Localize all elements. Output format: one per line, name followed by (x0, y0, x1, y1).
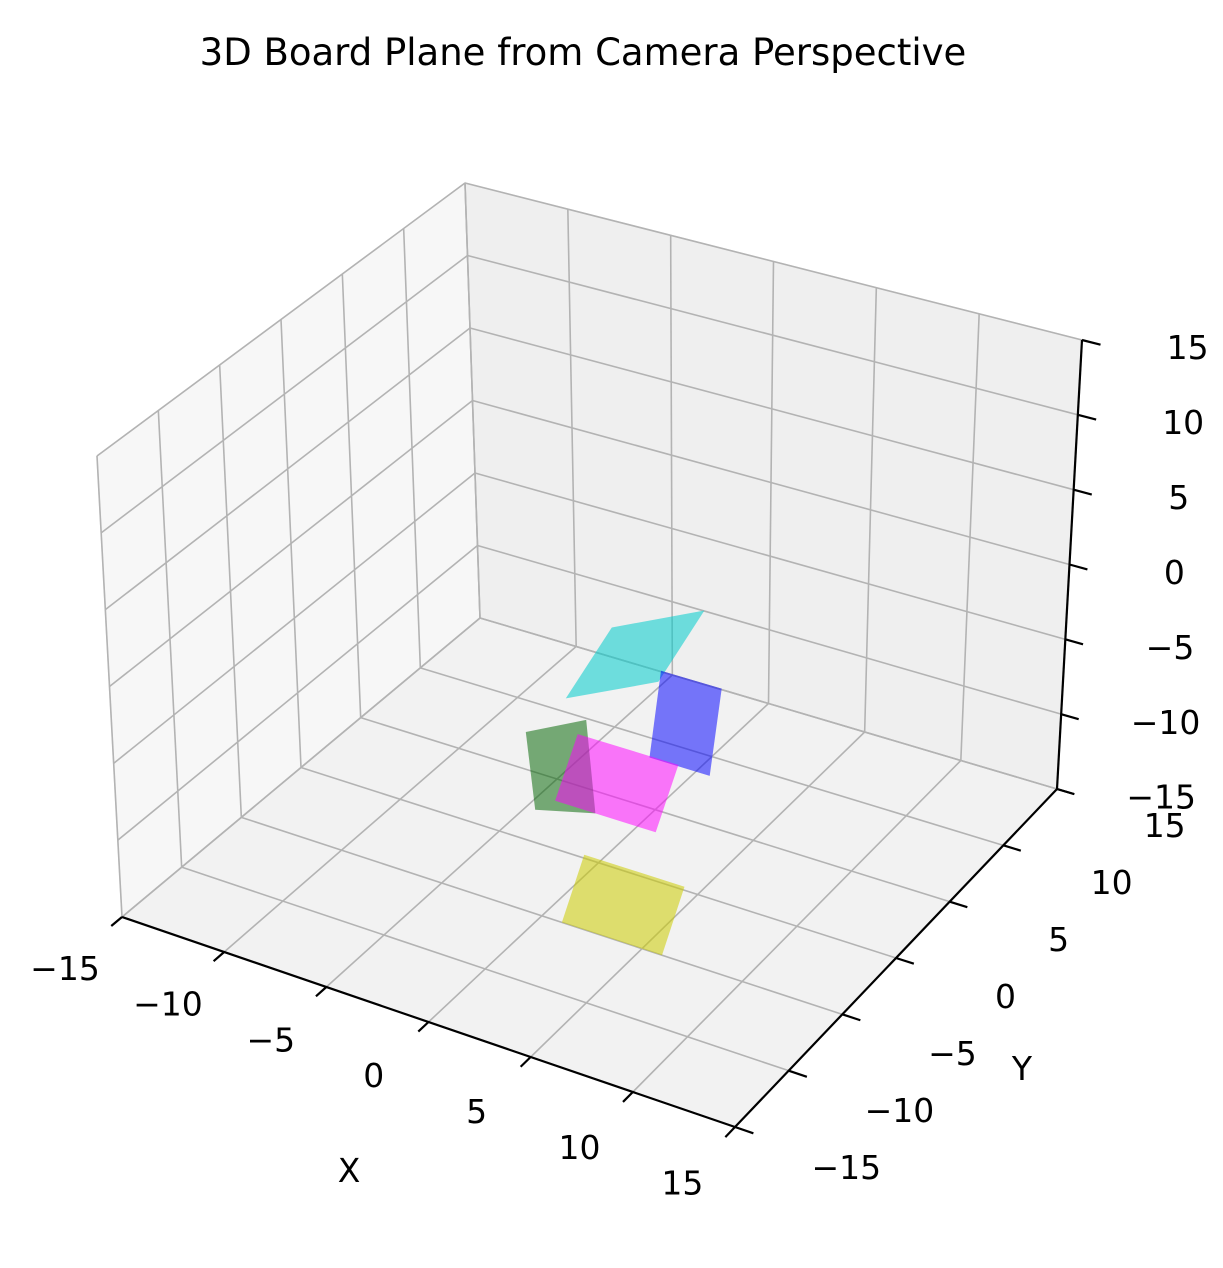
grid-line-z-left (96, 182, 466, 457)
x-tick-mark (724, 1126, 736, 1138)
x-tick-mark (417, 1021, 430, 1033)
grid-line-z-back (469, 327, 1074, 491)
x-tick-label: −10 (133, 985, 203, 1024)
y-tick-mark (1003, 844, 1022, 852)
z-tick-mark (1069, 563, 1088, 571)
x-tick-mark (110, 916, 123, 927)
grid-line-z-back (467, 254, 1079, 416)
board-plane-5 (561, 854, 685, 956)
z-tick-mark (1081, 338, 1101, 346)
grid-line-z-back (474, 472, 1066, 641)
y-axis-label: Y (1011, 1049, 1033, 1088)
x-tick-mark (519, 1056, 532, 1068)
y-tick-label: −5 (928, 1034, 977, 1073)
grid-line-y-floor (241, 816, 843, 1016)
x-tick-label: 10 (559, 1128, 601, 1167)
x-tick-label: 5 (466, 1092, 487, 1131)
grid-line-z-back (472, 399, 1070, 566)
y-tick-mark (788, 1069, 808, 1078)
chart-title: 3D Board Plane from Camera Perspective (200, 31, 967, 74)
grid-line-y-floor (181, 866, 789, 1072)
x-tick-label: −15 (30, 949, 100, 988)
grid-line-z-back (479, 617, 1058, 790)
z-tick-label: 15 (1167, 328, 1209, 367)
x-tick-mark (622, 1091, 634, 1103)
y-tick-mark (841, 1013, 861, 1022)
board-plane-2 (649, 670, 722, 776)
grid-line-z-left (109, 399, 473, 688)
grid-line-z-back (477, 544, 1062, 715)
y-tick-mark (895, 956, 915, 965)
y-tick-label: −15 (811, 1148, 881, 1187)
y-tick-label: −10 (865, 1091, 935, 1130)
grid-line-z-left (121, 617, 481, 918)
grid-line-z-left (113, 472, 476, 764)
z-tick-label: −10 (1131, 703, 1201, 742)
z-tick-mark (1077, 413, 1097, 421)
z-tick-mark (1073, 488, 1093, 496)
z-tick-label: −5 (1146, 628, 1195, 667)
x-tick-mark (212, 951, 225, 962)
z-tick-label: 10 (1162, 403, 1204, 442)
board-planes (525, 610, 722, 956)
y-tick-label: 10 (1091, 863, 1133, 902)
x-tick-label: 0 (363, 1056, 384, 1095)
grid-line-z-left (117, 544, 479, 841)
y-tick-mark (949, 900, 968, 909)
z-tick-label: 0 (1164, 553, 1185, 592)
grid-line-z-left (100, 254, 468, 534)
x-tick-label: −5 (246, 1020, 295, 1059)
y-tick-mark (734, 1125, 754, 1135)
x-tick-label: 15 (661, 1164, 703, 1203)
y-tick-label: 0 (995, 977, 1016, 1016)
axis-panes (96, 181, 1083, 1128)
x-axis-label: X (338, 1151, 361, 1190)
board-plane-4 (555, 734, 679, 833)
grid-line-z-back (464, 182, 1083, 341)
z-tick-mark (1056, 787, 1075, 796)
z-tick-mark (1065, 638, 1084, 646)
axis-lines (110, 338, 1101, 1138)
board-plane-1 (565, 610, 705, 699)
y-tick-label: 5 (1048, 920, 1069, 959)
z-tick-mark (1060, 713, 1079, 721)
grid-line-z-left (104, 327, 471, 611)
x-tick-mark (315, 986, 328, 998)
z-tick-label: −15 (1126, 778, 1196, 817)
z-tick-label: 5 (1168, 478, 1189, 517)
y-tick-label: 15 (1144, 806, 1186, 845)
